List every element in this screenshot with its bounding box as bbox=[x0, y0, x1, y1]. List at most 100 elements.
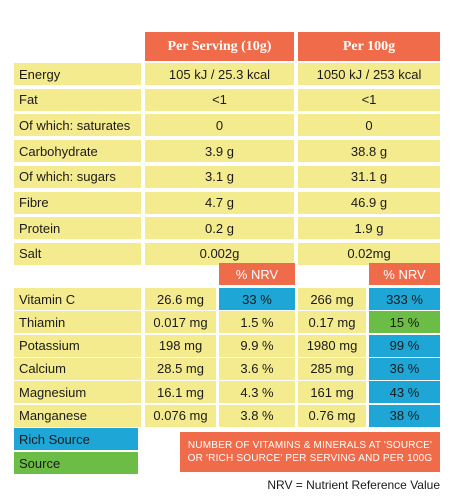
vitamin-nrv-100g-text: 333 % bbox=[386, 291, 423, 307]
note-line-2: OR 'RICH SOURCE' PER SERVING AND PER 100… bbox=[187, 453, 433, 464]
vitamin-nrv-serving: 1.5 % bbox=[219, 311, 295, 334]
nutrient-per-100g-text: <1 bbox=[361, 92, 377, 108]
nutrient-per-serving-text: <1 bbox=[212, 92, 227, 108]
vitamin-per-100g: 161 mg bbox=[298, 381, 366, 404]
vitamin-nrv-100g: 38 % bbox=[369, 404, 440, 427]
nutrient-label-text: Salt bbox=[19, 246, 42, 262]
vitamin-per-serving-text: 198 mg bbox=[158, 338, 203, 354]
nutrient-per-100g-text: 46.9 g bbox=[350, 195, 388, 210]
vitamin-per-serving-text: 0.076 mg bbox=[153, 408, 208, 423]
note-line-1: NUMBER OF VITAMINS & MINERALS AT 'SOURCE… bbox=[187, 440, 433, 451]
nrv-100g-header-label: % NRV bbox=[383, 266, 426, 282]
vitamin-per-serving-text: 26.6 mg bbox=[157, 291, 204, 307]
vitamin-per-100g-text: 0.76 mg bbox=[308, 408, 356, 423]
nutrient-per-100g-text: 1050 kJ / 253 kcal bbox=[316, 66, 422, 82]
nutrient-per-serving-text: 3.1 g bbox=[205, 169, 234, 185]
vitamin-label-text: Magnesium bbox=[19, 384, 87, 400]
vitamin-label-text: Calcium bbox=[19, 361, 66, 377]
vitamin-per-100g-text: 266 mg bbox=[310, 291, 354, 307]
nutrient-per-serving: 4.7 g bbox=[145, 191, 294, 214]
vitamin-nrv-100g-text: 36 % bbox=[389, 361, 420, 377]
vitamin-per-100g: 285 mg bbox=[298, 357, 366, 380]
vitamin-per-100g: 0.17 mg bbox=[298, 311, 366, 334]
nutrient-per-serving: 0 bbox=[145, 114, 294, 137]
nutrient-label: Protein bbox=[14, 217, 141, 240]
nutrient-per-100g-text: 38.8 g bbox=[350, 143, 388, 159]
nutrient-per-100g: 31.1 g bbox=[298, 165, 440, 188]
per-100g-header: Per 100g bbox=[298, 32, 440, 61]
vitamin-nrv-100g: 43 % bbox=[369, 381, 440, 404]
vitamin-per-serving-text: 0.017 mg bbox=[153, 314, 208, 330]
nutrient-per-100g: 1.9 g bbox=[298, 217, 440, 240]
nutrient-label-text: Fibre bbox=[19, 195, 49, 210]
nutrient-per-serving: 3.9 g bbox=[145, 140, 294, 163]
nutrient-per-100g-text: 1.9 g bbox=[354, 220, 384, 236]
nutrient-per-100g: 38.8 g bbox=[298, 140, 440, 163]
vitamin-label: Potassium bbox=[14, 334, 141, 357]
nutrient-per-100g-text: 0 bbox=[365, 117, 373, 133]
nutrient-per-100g: 0 bbox=[298, 114, 440, 137]
vitamin-label: Magnesium bbox=[14, 381, 141, 404]
vitamin-nrv-serving: 4.3 % bbox=[219, 381, 295, 404]
nutrient-label: Energy bbox=[14, 63, 141, 85]
vitamin-label-text: Potassium bbox=[19, 338, 80, 354]
nutrient-label-text: Of which: sugars bbox=[19, 169, 116, 185]
vitamin-per-100g-text: 0.17 mg bbox=[308, 314, 356, 330]
vitamin-per-serving: 28.5 mg bbox=[145, 357, 216, 380]
vitamin-per-100g: 0.76 mg bbox=[298, 404, 366, 427]
nutrient-per-100g: 1050 kJ / 253 kcal bbox=[298, 63, 440, 85]
nutrient-per-100g: <1 bbox=[298, 88, 440, 111]
vitamin-nrv-serving-text: 4.3 % bbox=[240, 384, 274, 400]
nutrient-per-serving: 3.1 g bbox=[145, 165, 294, 188]
nutrient-label: Of which: sugars bbox=[14, 165, 141, 188]
vitamin-nrv-serving: 9.9 % bbox=[219, 334, 295, 357]
nutrient-label-text: Protein bbox=[19, 220, 61, 236]
vitamin-per-serving-text: 16.1 mg bbox=[157, 384, 204, 400]
vitamin-nrv-serving-text: 1.5 % bbox=[240, 314, 274, 330]
vitamin-nrv-serving-text: 3.8 % bbox=[240, 408, 274, 423]
nrv-footnote-text: NRV = Nutrient Reference Value bbox=[267, 478, 440, 492]
nutrient-per-serving: 105 kJ / 25.3 kcal bbox=[145, 63, 294, 85]
vitamin-nrv-100g: 99 % bbox=[369, 334, 440, 357]
nutrient-label-text: Energy bbox=[19, 66, 61, 82]
vitamin-label-text: Manganese bbox=[19, 408, 87, 423]
legend-source-label: Source bbox=[19, 455, 61, 471]
vitamin-per-100g: 266 mg bbox=[298, 288, 366, 310]
vitamin-per-serving: 26.6 mg bbox=[145, 288, 216, 310]
vitamin-per-serving: 0.017 mg bbox=[145, 311, 216, 334]
nutrient-per-serving-text: 105 kJ / 25.3 kcal bbox=[168, 66, 271, 82]
nutrient-label: Fibre bbox=[14, 191, 141, 214]
vitamin-nrv-serving: 3.8 % bbox=[219, 404, 295, 427]
vitamin-per-100g-text: 161 mg bbox=[310, 384, 354, 400]
vitamin-per-100g-text: 285 mg bbox=[310, 361, 354, 377]
nrv-serving-header-label: % NRV bbox=[235, 266, 279, 282]
nutrient-per-serving: 0.2 g bbox=[145, 217, 294, 240]
vitamin-nrv-100g: 36 % bbox=[369, 357, 440, 380]
nutrient-label-text: Of which: saturates bbox=[19, 117, 131, 133]
nutrient-per-100g-text: 0.02mg bbox=[347, 246, 391, 262]
nutrient-per-100g: 0.02mg bbox=[298, 242, 440, 265]
nutrient-per-serving: <1 bbox=[145, 88, 294, 111]
nutrient-label-text: Fat bbox=[19, 92, 38, 108]
source-count-note: NUMBER OF VITAMINS & MINERALS AT 'SOURCE… bbox=[180, 432, 440, 472]
nrv-100g-header: % NRV bbox=[369, 263, 440, 285]
vitamin-label-text: Vitamin C bbox=[19, 291, 76, 307]
vitamin-label-text: Thiamin bbox=[19, 314, 66, 330]
legend-rich-source-label: Rich Source bbox=[19, 431, 90, 447]
nutrient-per-serving-text: 0 bbox=[215, 117, 224, 133]
vitamin-per-serving: 0.076 mg bbox=[145, 404, 216, 427]
vitamin-nrv-serving-text: 33 % bbox=[242, 291, 272, 307]
vitamin-nrv-serving: 33 % bbox=[219, 288, 295, 310]
per-serving-header: Per Serving (10g) bbox=[145, 32, 294, 61]
nutrient-per-serving-text: 0.2 g bbox=[205, 220, 234, 236]
vitamin-per-serving: 16.1 mg bbox=[145, 381, 216, 404]
vitamin-per-100g: 1980 mg bbox=[298, 334, 366, 357]
vitamin-per-serving-text: 28.5 mg bbox=[157, 361, 204, 377]
nrv-footnote: NRV = Nutrient Reference Value bbox=[267, 478, 440, 492]
nutrient-per-serving: 0.002g bbox=[145, 242, 294, 265]
vitamin-nrv-serving-text: 3.6 % bbox=[240, 361, 274, 377]
nutrient-per-serving-text: 3.9 g bbox=[205, 143, 234, 159]
nutrient-per-serving-text: 0.002g bbox=[199, 246, 240, 262]
per-serving-header-label: Per Serving (10g) bbox=[167, 38, 272, 54]
vitamin-per-serving: 198 mg bbox=[145, 334, 216, 357]
